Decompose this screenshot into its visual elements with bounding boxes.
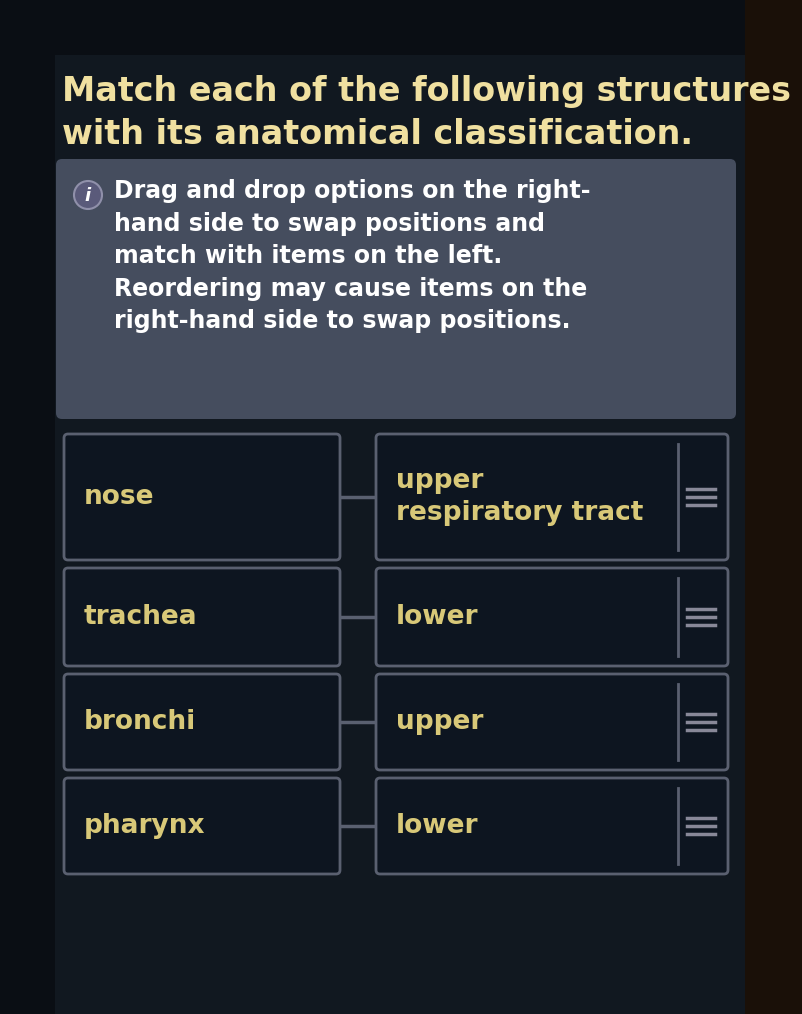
- Text: Match each of the following structures: Match each of the following structures: [62, 75, 790, 108]
- Text: i: i: [85, 187, 91, 205]
- Bar: [0, 0, 55, 1014]
- FancyBboxPatch shape: [375, 674, 727, 770]
- Text: upper: upper: [395, 709, 483, 735]
- Text: upper
respiratory tract: upper respiratory tract: [395, 468, 642, 526]
- Text: with its anatomical classification.: with its anatomical classification.: [62, 118, 692, 151]
- FancyBboxPatch shape: [375, 434, 727, 560]
- FancyBboxPatch shape: [64, 568, 339, 666]
- Text: lower: lower: [395, 813, 478, 839]
- Text: Drag and drop options on the right-
hand side to swap positions and
match with i: Drag and drop options on the right- hand…: [114, 179, 589, 334]
- Text: pharynx: pharynx: [84, 813, 205, 839]
- Text: lower: lower: [395, 604, 478, 630]
- Text: trachea: trachea: [84, 604, 197, 630]
- FancyBboxPatch shape: [64, 434, 339, 560]
- Text: bronchi: bronchi: [84, 709, 196, 735]
- Circle shape: [74, 182, 102, 209]
- FancyBboxPatch shape: [56, 159, 735, 419]
- Text: nose: nose: [84, 484, 154, 510]
- Bar: [0, 0, 802, 55]
- FancyBboxPatch shape: [375, 778, 727, 874]
- Bar: [744, 0, 802, 1014]
- FancyBboxPatch shape: [375, 568, 727, 666]
- FancyBboxPatch shape: [64, 674, 339, 770]
- FancyBboxPatch shape: [64, 778, 339, 874]
